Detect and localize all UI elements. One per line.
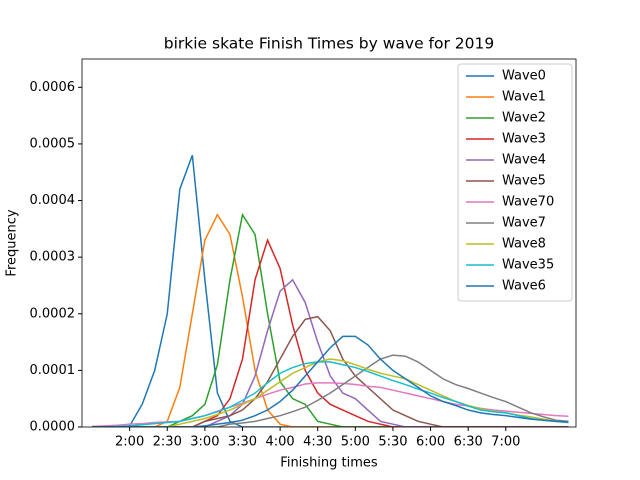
legend-label: Wave35: [502, 258, 554, 273]
legend-label: Wave7: [502, 216, 546, 231]
x-tick-label: 4:00: [265, 435, 294, 450]
y-tick-label: 0.0002: [30, 306, 76, 321]
y-tick-label: 0.0000: [30, 420, 76, 435]
series-line: [92, 354, 569, 427]
legend-label: Wave6: [502, 279, 546, 294]
x-tick-label: 3:00: [190, 435, 219, 450]
x-tick-label: 5:30: [378, 435, 407, 450]
x-axis-label: Finishing times: [280, 456, 378, 471]
x-tick-label: 6:00: [416, 435, 445, 450]
y-tick-label: 0.0003: [30, 250, 76, 265]
legend-label: Wave3: [502, 132, 546, 147]
legend-box: [457, 63, 573, 302]
chart-title: birkie skate Finish Times by wave for 20…: [164, 35, 495, 53]
legend-label: Wave5: [502, 174, 546, 189]
x-tick-label: 4:30: [303, 435, 332, 450]
legend-label: Wave0: [502, 69, 546, 84]
series-line: [92, 315, 569, 427]
x-tick-label: 7:00: [491, 435, 520, 450]
series-line: [92, 213, 569, 427]
y-tick-label: 0.0004: [30, 193, 76, 208]
x-tick-label: 5:00: [341, 435, 370, 450]
y-tick-label: 0.0001: [30, 363, 76, 378]
series-line: [92, 278, 569, 427]
x-tick-label: 2:30: [153, 435, 182, 450]
y-axis-label: Frequency: [5, 209, 20, 276]
series-line: [92, 212, 569, 427]
series-line: [92, 238, 569, 427]
legend-label: Wave4: [502, 153, 546, 168]
legend-label: Wave70: [502, 195, 554, 210]
series-line: [92, 361, 569, 427]
plot-frame: [81, 58, 577, 428]
x-tick-label: 6:30: [454, 435, 483, 450]
series-line: [92, 335, 569, 427]
x-tick-label: 2:00: [115, 435, 144, 450]
x-tick-label: 3:30: [228, 435, 257, 450]
y-tick-label: 0.0006: [30, 80, 76, 95]
legend-label: Wave1: [502, 90, 546, 105]
legend-label: Wave2: [502, 111, 546, 126]
y-tick-label: 0.0005: [30, 136, 76, 151]
legend-label: Wave8: [502, 237, 546, 252]
series-line: [92, 154, 569, 427]
